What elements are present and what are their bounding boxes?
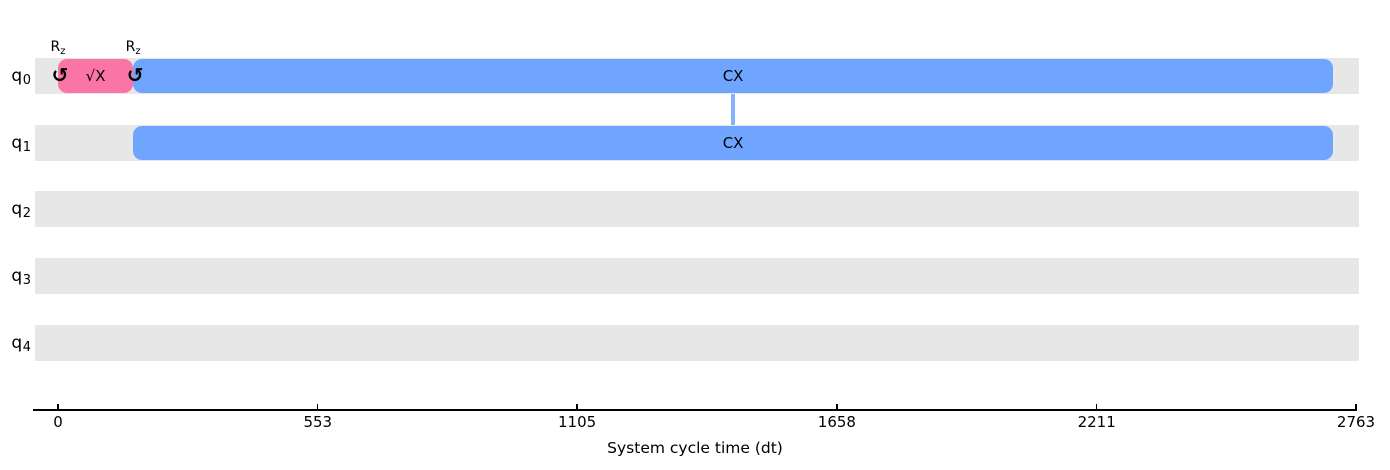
x-axis-tick-mark (1095, 404, 1098, 410)
x-axis-tick-mark (317, 404, 319, 410)
sx-gate-box: √X (58, 59, 134, 93)
cx-gate-box: CX (133, 125, 1333, 160)
rz-gate-label: Rz (113, 39, 153, 57)
gate-name-label: √X (85, 67, 106, 85)
rz-gate-label-subscript: z (135, 46, 141, 57)
qubit-label-subscript: 3 (22, 273, 31, 288)
qubit-label: q0 (0, 58, 31, 94)
x-axis-line (33, 409, 1357, 411)
rz-frame-change-icon: ↺ (51, 63, 69, 87)
qubit-label: q1 (0, 125, 31, 161)
qubit-label-main: q (11, 199, 23, 220)
qubit-label: q2 (0, 191, 31, 227)
x-axis-tick-label: 2763 (1336, 413, 1376, 431)
qubit-label-subscript: 0 (22, 73, 31, 88)
qubit-label-subscript: 4 (22, 339, 31, 355)
rz-gate-label-main: R (50, 39, 61, 55)
cx-gate-link-line (730, 94, 736, 125)
x-axis-tick-mark (576, 404, 578, 410)
qubit-label-main: q (11, 132, 23, 153)
qubit-label-main: q (11, 332, 23, 353)
x-axis-tick-label: 1105 (558, 413, 597, 431)
qubit-label: q3 (0, 258, 31, 294)
rz-gate-label-main: R (125, 39, 136, 55)
gate-name-label: CX (722, 133, 744, 152)
qubit-label: q4 (0, 325, 31, 361)
qubit-timeline-row (35, 258, 1359, 294)
rz-frame-change-icon: ↺ (126, 63, 144, 87)
x-axis-tick-mark (836, 404, 838, 410)
cx-gate-box: CX (133, 59, 1333, 93)
qubit-label-main: q (11, 66, 23, 86)
x-axis-tick-label: 1658 (817, 413, 856, 431)
qubit-label-subscript: 2 (22, 206, 31, 222)
x-axis-tick-label: 0 (53, 413, 63, 431)
x-axis-tick-label: 553 (303, 413, 333, 431)
qubit-label-subscript: 1 (22, 139, 31, 155)
qubit-timeline-row (35, 324, 1359, 361)
x-axis-label: System cycle time (dt) (607, 439, 783, 457)
gate-name-label: CX (722, 67, 744, 85)
x-axis-tick-mark (57, 404, 59, 410)
x-axis-tick-mark (1355, 404, 1357, 410)
rz-gate-label: Rz (38, 39, 78, 57)
x-axis-tick-label: 2211 (1077, 413, 1116, 431)
qubit-label-main: q (11, 266, 23, 286)
qubit-timeline-row (35, 191, 1359, 228)
rz-gate-label-subscript: z (60, 46, 66, 57)
